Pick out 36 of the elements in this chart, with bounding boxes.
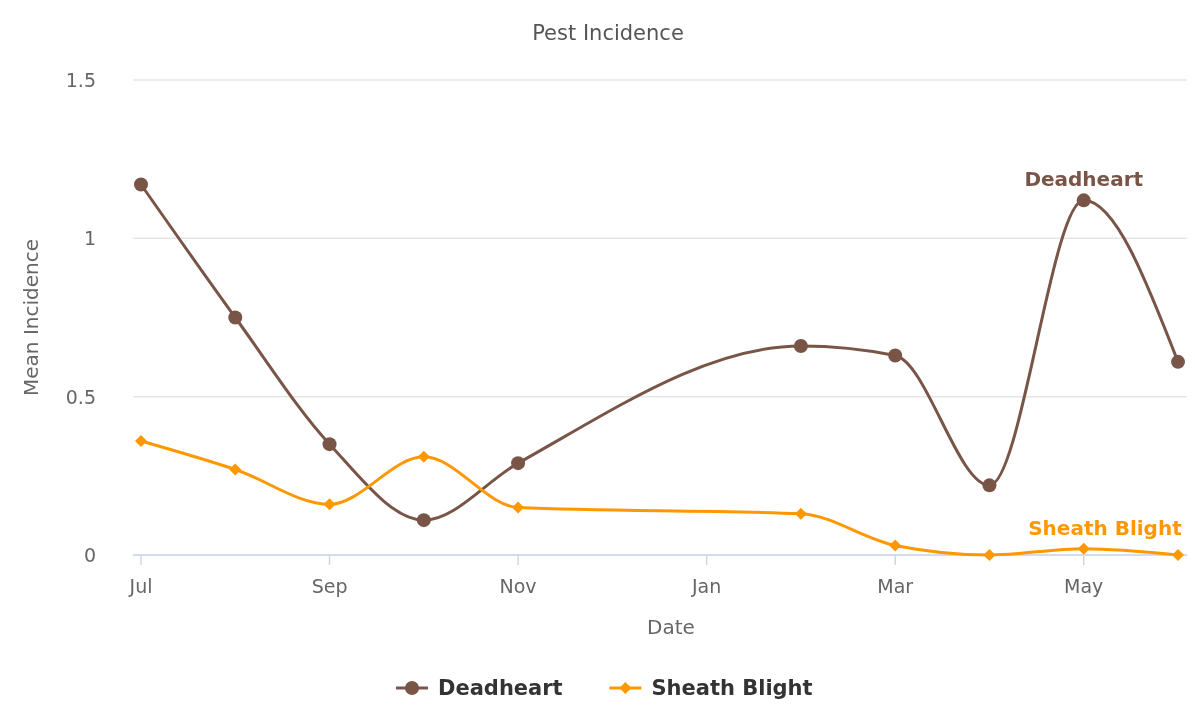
legend-label: Sheath Blight	[651, 676, 813, 700]
point	[512, 501, 525, 514]
point	[793, 339, 808, 353]
point	[135, 435, 147, 447]
x-tick-label: Sep	[311, 575, 348, 597]
y-tick-label: 1	[83, 227, 96, 250]
point	[322, 437, 337, 452]
x-tick-label: Nov	[499, 575, 537, 597]
point	[1076, 193, 1091, 208]
x-tick-label: May	[1064, 575, 1104, 597]
point	[134, 177, 148, 192]
point	[889, 539, 902, 552]
point	[888, 348, 903, 363]
point	[1172, 549, 1184, 561]
x-tick-label: Jan	[690, 575, 722, 597]
point	[323, 498, 336, 511]
point	[229, 463, 242, 476]
point	[1171, 354, 1185, 369]
x-tick-label: Mar	[877, 575, 914, 597]
point	[228, 310, 243, 325]
y-axis-title: Mean Incidence	[19, 239, 43, 396]
y-tick-label: 1.5	[65, 69, 96, 91]
chart-title: Pest Incidence	[532, 21, 684, 45]
point	[983, 549, 996, 561]
text: Sheath Blight	[1028, 515, 1182, 540]
point	[982, 478, 997, 493]
point	[511, 456, 526, 471]
x-axis-title: Date	[647, 615, 695, 639]
y-tick-label: 0.5	[65, 385, 96, 408]
y-tick-label: 0	[83, 544, 96, 566]
legend-label: Deadheart	[438, 676, 563, 700]
x-tick-label: Jul	[128, 575, 153, 597]
text: Deadheart	[1024, 167, 1144, 192]
point	[1077, 542, 1090, 555]
point	[416, 513, 431, 528]
point	[417, 450, 430, 463]
